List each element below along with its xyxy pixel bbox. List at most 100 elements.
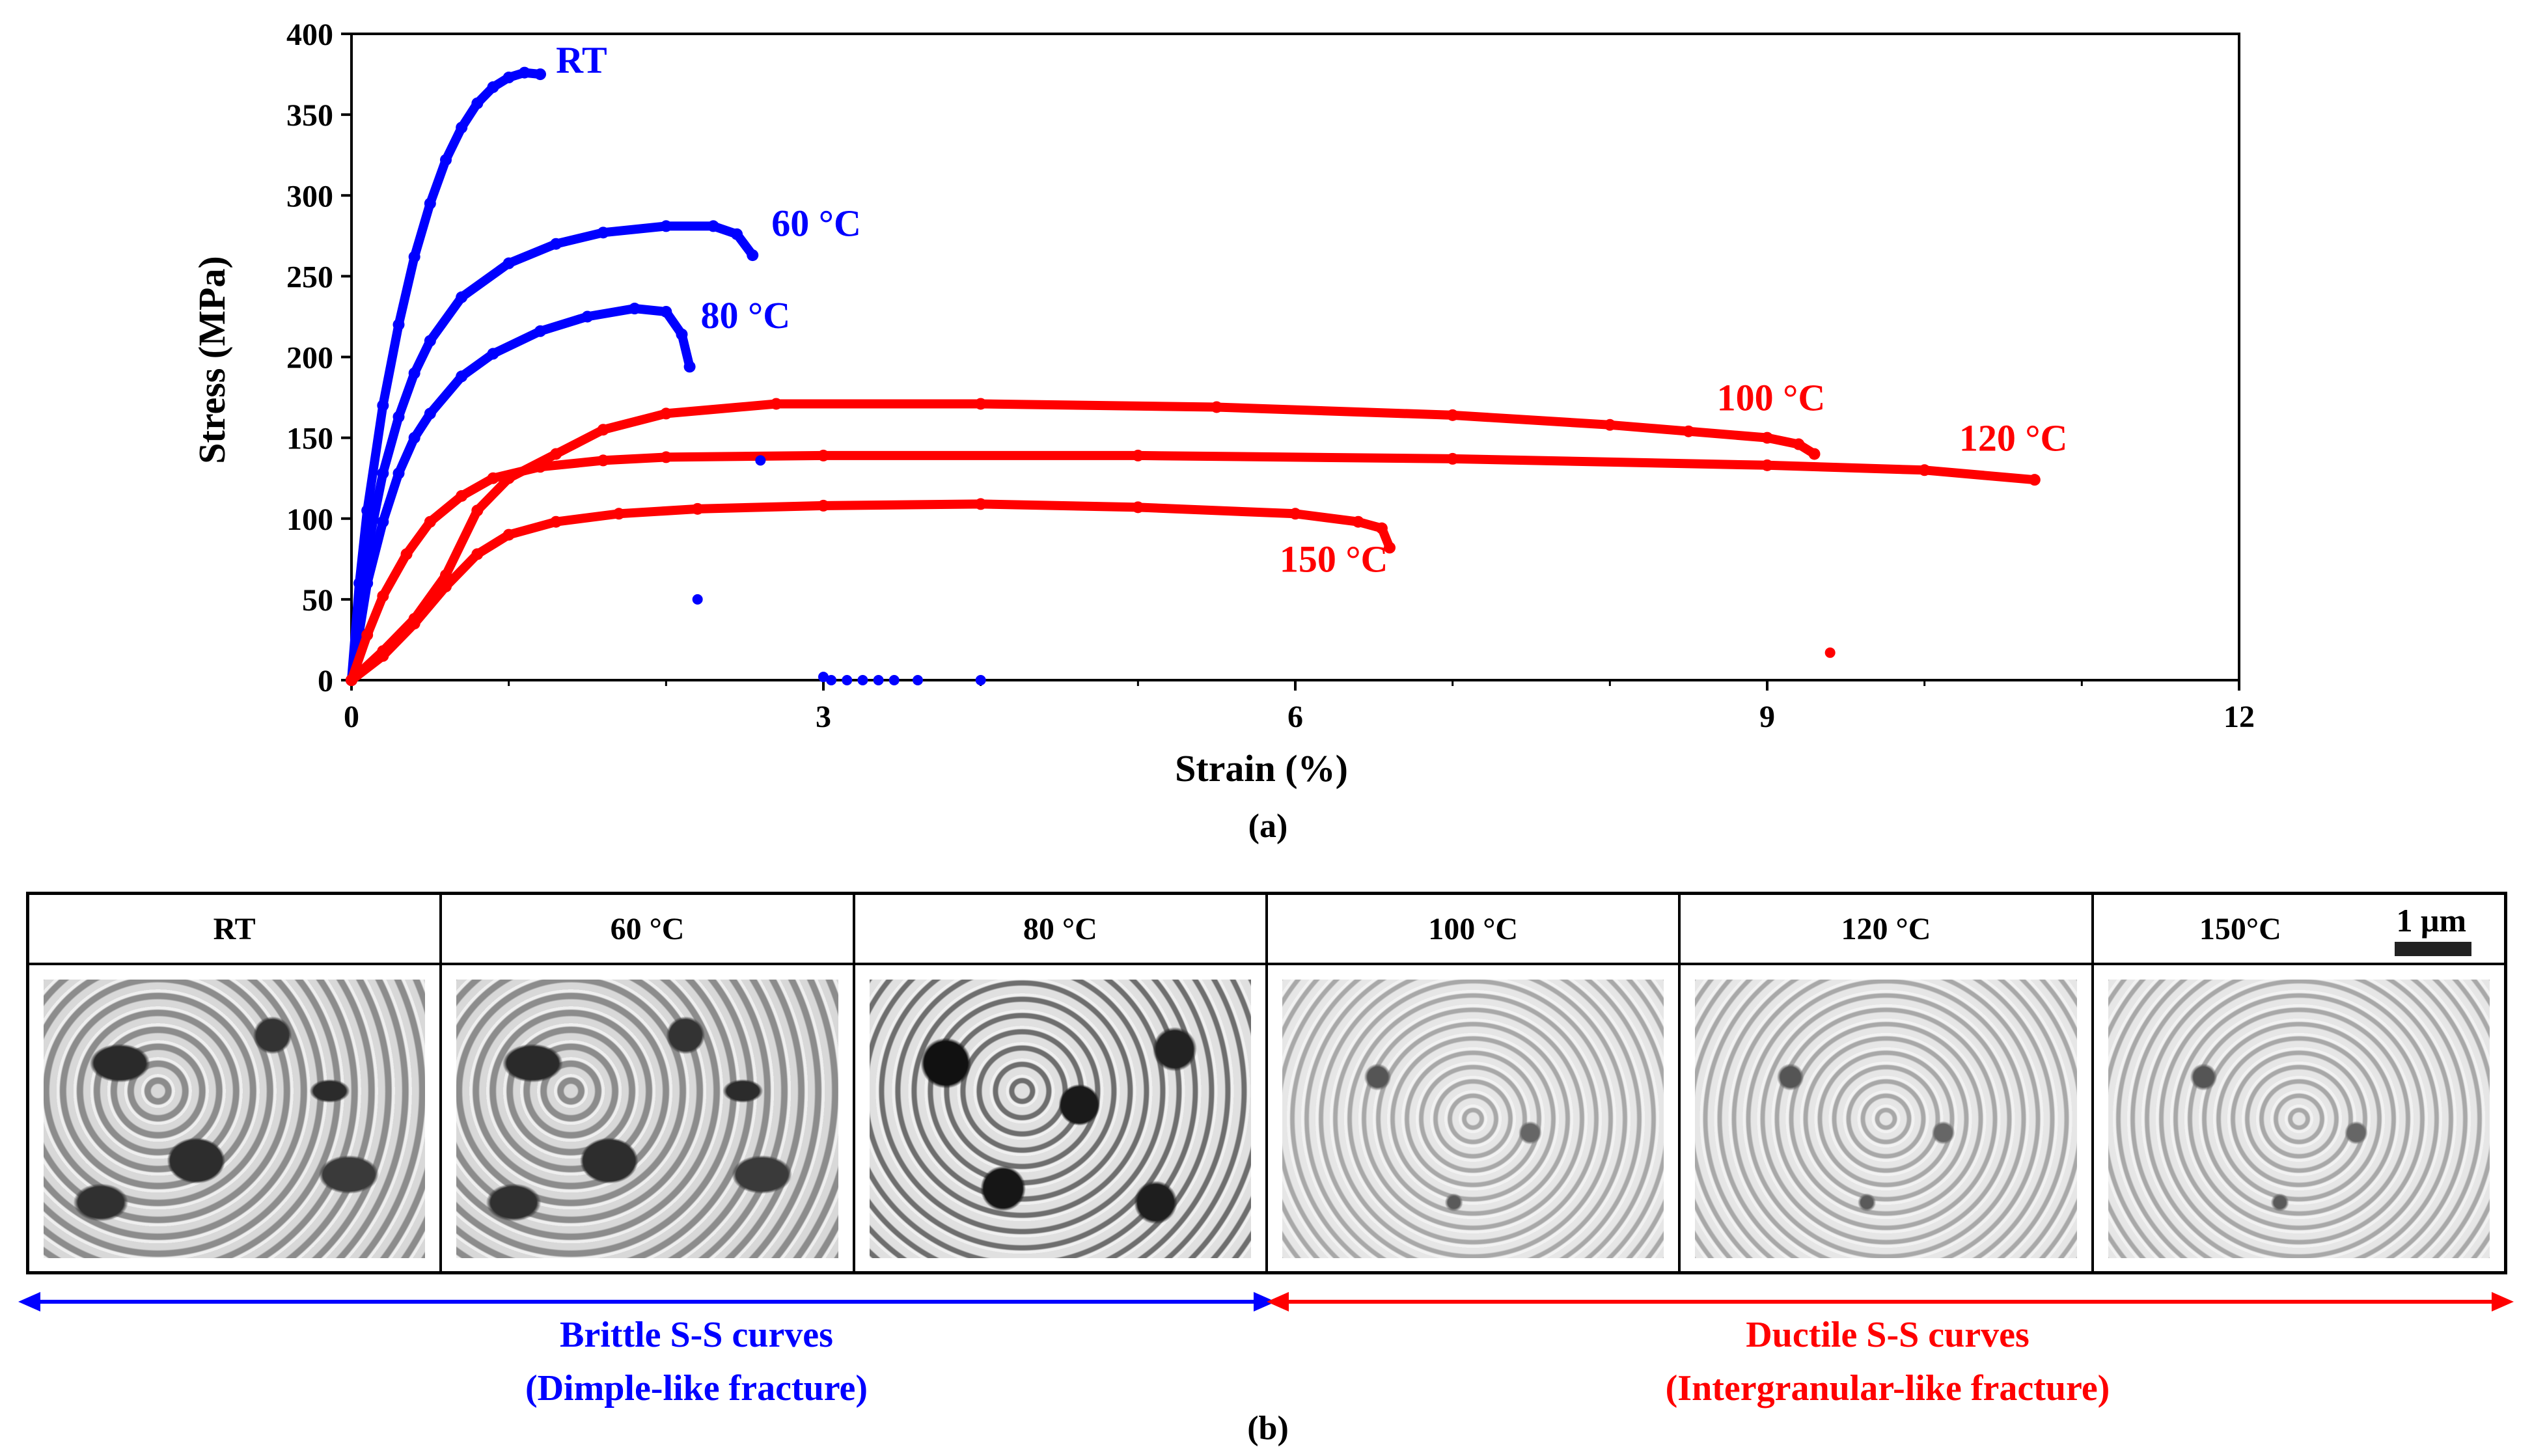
x-tick-label: 3 (816, 700, 831, 734)
panel-label: 80 °C (855, 895, 1265, 965)
data-point (731, 228, 743, 240)
stray-point (692, 594, 703, 605)
data-point (361, 629, 374, 641)
sem-image-rt (44, 980, 426, 1258)
y-tick-label: 250 (286, 260, 333, 294)
data-point (974, 498, 987, 510)
caption-b: (b) (1247, 1410, 1289, 1447)
data-point (597, 454, 609, 467)
brittle-arrow-head-left (18, 1292, 40, 1312)
x-axis-label: Strain (%) (1175, 747, 1348, 790)
data-point (456, 121, 468, 133)
sem-image-120c (1695, 980, 2077, 1258)
data-point (424, 407, 436, 420)
y-tick-label: 400 (286, 18, 333, 52)
stray-point (913, 675, 923, 685)
y-tick-label: 100 (286, 502, 333, 537)
panel-label: 150°C (2093, 895, 2504, 965)
series-label: 60 °C (771, 202, 861, 244)
data-point (440, 581, 452, 593)
data-point (392, 318, 405, 331)
stray-point (873, 675, 884, 685)
data-point (408, 432, 420, 444)
data-point (747, 249, 759, 262)
data-point (487, 472, 499, 484)
data-point (377, 590, 389, 602)
series-label: 80 °C (701, 294, 791, 337)
data-point (597, 424, 609, 436)
data-point (502, 529, 515, 541)
data-point (487, 348, 499, 360)
data-point (1683, 425, 1695, 437)
data-point (392, 411, 405, 423)
stray-point (755, 455, 766, 466)
data-point (1352, 515, 1364, 528)
data-point (683, 361, 696, 373)
ductile-region-label: Ductile S-S curves (Intergranular-like f… (1582, 1308, 2194, 1415)
data-point (818, 449, 829, 461)
data-point (456, 291, 468, 303)
fractography-panel: RT 60 °C 80 °C 100 °C 120 °C 150°C 1 μm (26, 892, 2507, 1274)
data-point (581, 310, 594, 323)
data-point (424, 197, 436, 210)
panel-label: 120 °C (1681, 895, 2091, 965)
data-point (1132, 501, 1144, 514)
data-point (676, 328, 688, 340)
stress-strain-chart: 0 50 100 150 200 250 300 350 400 0 3 6 9 12 RT 60 °C 80… (191, 18, 2255, 790)
ductile-arrow-head-right (2492, 1292, 2514, 1312)
data-point (660, 305, 672, 318)
ductile-line1: Ductile S-S curves (1746, 1315, 2030, 1355)
series-100c: 100 °C (346, 376, 1825, 686)
data-point (377, 650, 389, 662)
series-150c: 150 °C (346, 498, 1396, 686)
caption-a: (a) (1248, 808, 1288, 845)
panel-150c: 150°C 1 μm (2093, 895, 2504, 1271)
series-label: 100 °C (1717, 376, 1826, 419)
panel-80c: 80 °C (855, 895, 1268, 1271)
ductile-line2: (Intergranular-like fracture) (1665, 1368, 2110, 1408)
data-point (471, 97, 484, 109)
data-point (502, 72, 515, 84)
series-line (347, 304, 695, 685)
scale-bar-label: 1 μm (2396, 902, 2466, 939)
data-point (346, 674, 357, 686)
ductile-arrow-head-left (1267, 1292, 1289, 1312)
sem-image-100c (1282, 980, 1664, 1258)
data-point (518, 66, 530, 79)
brittle-line1: Brittle S-S curves (560, 1315, 833, 1355)
y-tick-label: 350 (286, 98, 333, 133)
y-tick-label: 150 (286, 422, 333, 456)
data-point (424, 515, 436, 528)
region-arrows (18, 1292, 2514, 1312)
data-point (471, 548, 484, 560)
series-120c: 120 °C (346, 417, 2067, 686)
y-tick-label: 50 (302, 583, 333, 618)
data-point (1918, 464, 1931, 476)
data-point (974, 398, 987, 410)
data-point (408, 618, 420, 630)
series-line (347, 399, 1819, 685)
sem-image-60c (456, 980, 838, 1258)
panel-60c: 60 °C (442, 895, 855, 1271)
data-point (660, 451, 672, 463)
panel-label: 60 °C (442, 895, 853, 965)
panel-label: RT (29, 895, 440, 965)
data-point (456, 489, 468, 502)
data-point (1446, 452, 1459, 465)
data-point (408, 251, 420, 263)
data-point (1446, 409, 1459, 421)
panel-rt: RT (29, 895, 443, 1271)
stray-point (826, 675, 837, 685)
data-point (377, 515, 389, 528)
data-point (660, 220, 672, 232)
x-tick-label: 6 (1287, 700, 1303, 734)
data-point (471, 504, 484, 517)
y-tick-label: 200 (286, 341, 333, 376)
panel-100c: 100 °C (1267, 895, 1681, 1271)
data-point (2028, 474, 2041, 486)
stray-point (975, 675, 986, 685)
data-point (377, 399, 389, 411)
y-axis-label: Stress (MPa) (191, 256, 233, 463)
series-line (347, 499, 1394, 685)
data-point (707, 220, 719, 232)
